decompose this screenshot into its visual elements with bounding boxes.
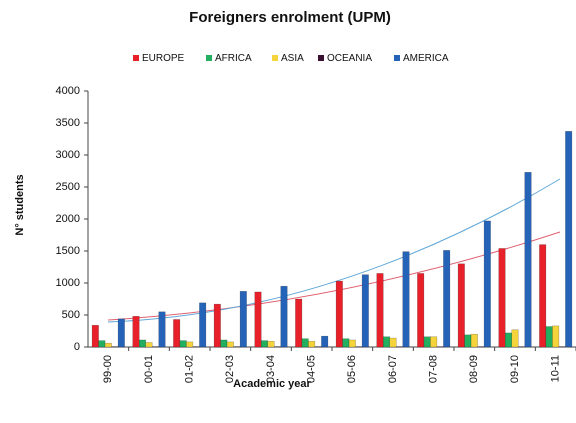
bar xyxy=(335,280,343,348)
x-tick-label: 04-05 xyxy=(306,355,318,383)
x-tick-label: 01-02 xyxy=(184,355,196,383)
bar xyxy=(308,340,316,348)
bar xyxy=(254,291,262,348)
bar xyxy=(261,340,268,348)
legend-label: EUROPE xyxy=(142,53,185,64)
bar xyxy=(117,318,125,348)
bar xyxy=(145,342,153,348)
x-tick-label: 07-08 xyxy=(428,355,440,383)
bar xyxy=(443,250,451,348)
x-tick-label: 09-10 xyxy=(509,355,521,383)
bar xyxy=(342,338,350,348)
chart-title: Foreigners enrolment (UPM) xyxy=(189,9,391,26)
bar xyxy=(430,336,438,348)
bar xyxy=(301,338,309,348)
x-tick-label: 00-01 xyxy=(143,355,155,383)
x-tick-label: 99-00 xyxy=(102,355,114,383)
x-tick-label: 10-11 xyxy=(550,355,562,382)
bar xyxy=(132,316,140,348)
legend-swatch xyxy=(318,55,324,61)
bar xyxy=(179,340,187,348)
bar xyxy=(402,251,410,348)
bar xyxy=(173,319,181,348)
bar xyxy=(545,326,553,348)
x-tick-label: 03-04 xyxy=(265,355,277,383)
bar xyxy=(348,339,356,348)
legend-label: AMERICA xyxy=(403,53,449,64)
trend-line xyxy=(107,231,561,321)
y-tick-label: 1500 xyxy=(56,245,80,257)
bar xyxy=(321,335,329,348)
y-tick-label: 0 xyxy=(74,341,80,353)
y-tick-label: 3500 xyxy=(56,117,80,129)
bar xyxy=(423,336,431,348)
bar xyxy=(139,339,146,348)
bar xyxy=(498,248,506,348)
bar xyxy=(239,291,247,348)
bar xyxy=(457,263,465,348)
y-tick-label: 4000 xyxy=(56,85,80,97)
bar xyxy=(280,285,288,348)
bar xyxy=(213,303,221,348)
bar xyxy=(383,336,390,348)
x-tick-label: 02-03 xyxy=(224,355,236,383)
legend-label: ASIA xyxy=(281,53,304,64)
x-tick-label: 05-06 xyxy=(346,355,358,383)
y-axis-label: N° students xyxy=(14,174,26,235)
bar xyxy=(158,311,166,348)
bar xyxy=(226,341,234,348)
bar xyxy=(220,339,228,348)
bar xyxy=(361,274,369,348)
bar xyxy=(483,220,491,348)
y-tick-label: 2500 xyxy=(56,181,80,193)
bar xyxy=(565,131,573,348)
bar xyxy=(389,337,397,348)
bar xyxy=(505,332,512,348)
legend-swatch xyxy=(272,55,278,61)
bar xyxy=(464,334,472,348)
bar xyxy=(511,329,519,348)
bar xyxy=(552,325,560,348)
y-tick-label: 3000 xyxy=(56,149,80,161)
y-tick-label: 1000 xyxy=(56,277,80,289)
y-tick-label: 2000 xyxy=(56,213,80,225)
bar xyxy=(267,340,275,348)
x-tick-label: 06-07 xyxy=(387,355,399,383)
bar xyxy=(295,298,303,348)
trend-line xyxy=(107,178,561,323)
legend-label: AFRICA xyxy=(215,53,252,64)
bar xyxy=(417,273,425,348)
bar xyxy=(376,273,384,348)
bar xyxy=(91,324,99,348)
y-tick-label: 500 xyxy=(62,309,80,321)
bar xyxy=(524,172,532,348)
bar xyxy=(470,333,478,348)
bar xyxy=(186,341,194,348)
x-tick-label: 08-09 xyxy=(468,355,480,383)
bar xyxy=(199,302,207,348)
bar xyxy=(98,340,106,348)
bar xyxy=(539,244,547,348)
legend-swatch xyxy=(206,55,212,61)
legend-swatch xyxy=(394,55,400,61)
bar xyxy=(104,342,112,348)
x-axis-label: Academic year xyxy=(233,378,311,390)
legend-swatch xyxy=(133,55,139,61)
legend-label: OCEANIA xyxy=(327,53,372,64)
